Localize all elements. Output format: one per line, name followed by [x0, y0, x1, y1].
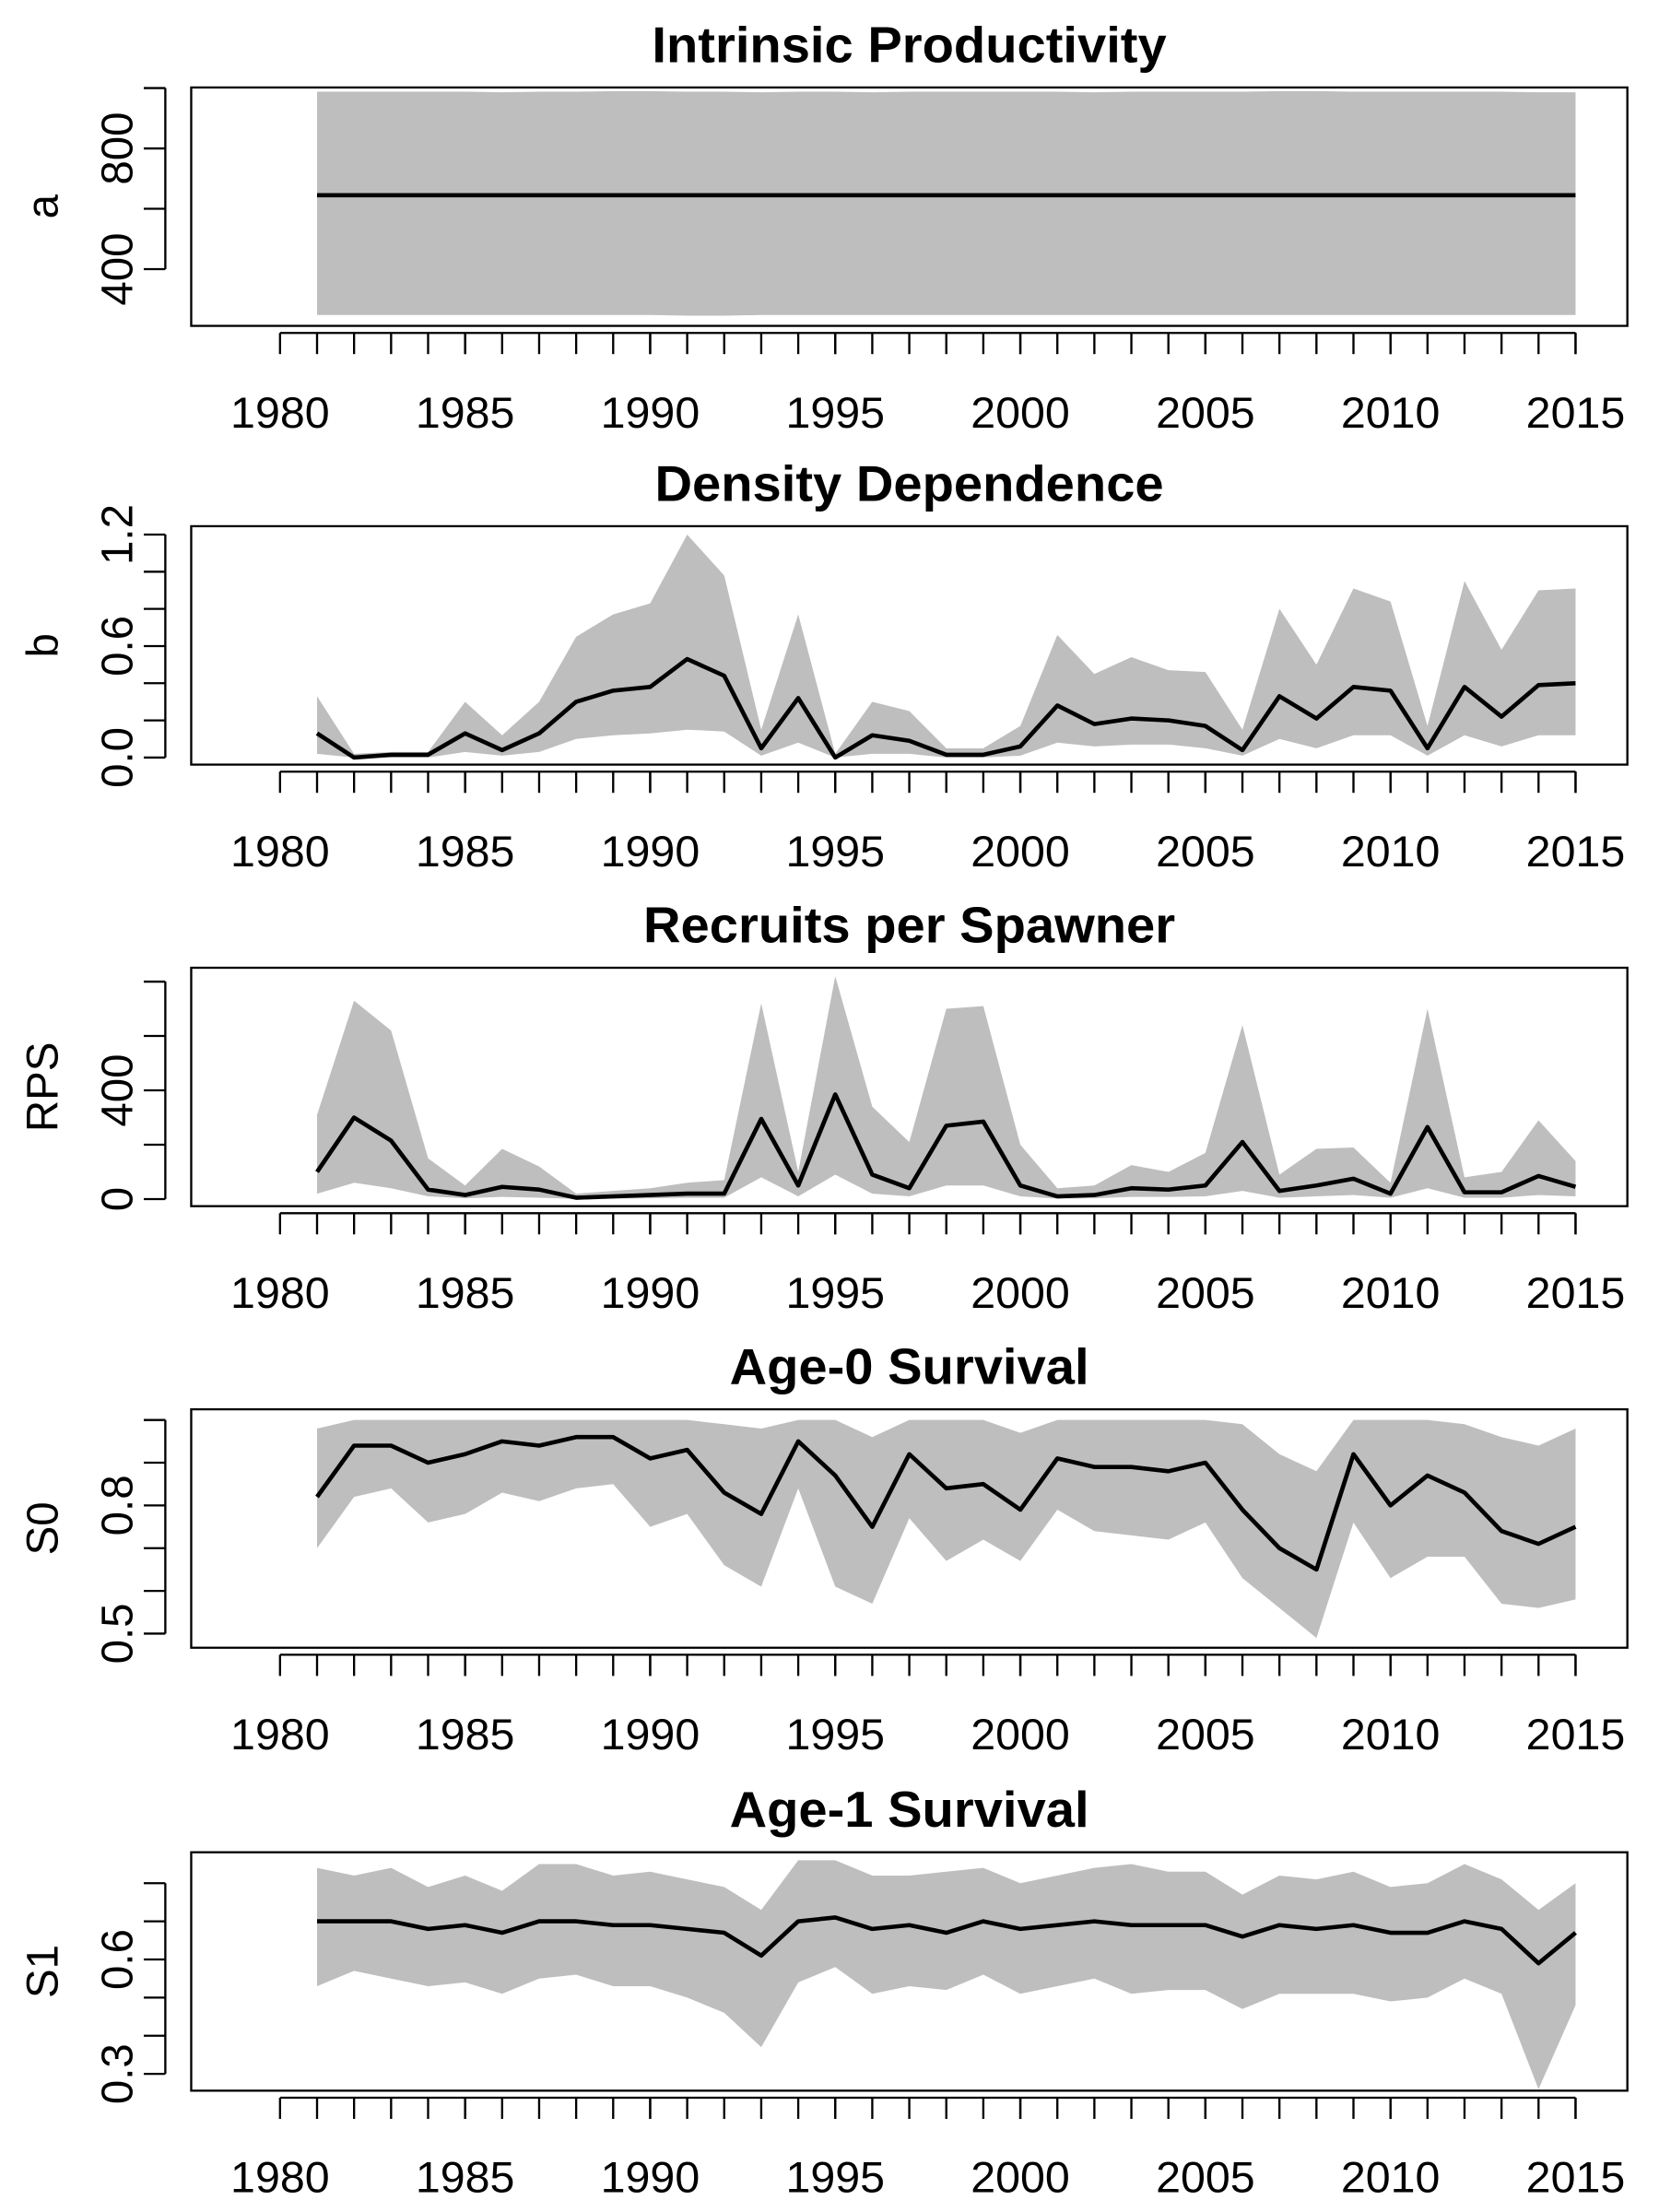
x-tick-label: 2005	[1156, 828, 1255, 876]
credible-band	[316, 90, 1576, 316]
x-tick-label: 1980	[230, 1269, 330, 1317]
x-tick-label: 1985	[416, 828, 515, 876]
median-line	[316, 1915, 1577, 1966]
plot-frame	[190, 1407, 1629, 1649]
x-tick-label: 2000	[971, 389, 1070, 437]
x-tick-label: 1985	[416, 1711, 515, 1759]
y-tick-label: 0.8	[93, 1475, 142, 1535]
x-tick-label: 1980	[230, 828, 330, 876]
credible-band	[316, 976, 1576, 1199]
y-tick-label: 800	[93, 112, 142, 184]
x-tick-label: 1985	[416, 389, 515, 437]
x-tick-label: 2010	[1341, 828, 1441, 876]
plot-frame	[190, 86, 1629, 327]
y-axis-label: RPS	[18, 1042, 67, 1133]
x-tick-label: 1995	[785, 828, 885, 876]
y-tick-label: 0	[93, 1187, 142, 1211]
y-axis-label: b	[18, 633, 67, 657]
x-tick-label: 2000	[971, 1269, 1070, 1317]
plot-frame	[190, 966, 1629, 1207]
y-axis-label: S0	[18, 1501, 67, 1555]
x-tick-label: 2005	[1156, 1269, 1255, 1317]
x-tick-label: 2005	[1156, 389, 1255, 437]
x-tick-label: 2015	[1526, 389, 1626, 437]
x-tick-label: 1980	[230, 2154, 330, 2202]
x-tick-label: 1995	[785, 389, 885, 437]
x-tick-label: 2015	[1526, 1269, 1626, 1317]
credible-band	[316, 1860, 1576, 2089]
panel-title: Recruits per Spawner	[643, 897, 1175, 953]
x-tick-label: 2010	[1341, 2154, 1441, 2202]
credible-band	[316, 1419, 1576, 1639]
x-tick-label: 2005	[1156, 2154, 1255, 2202]
x-tick-label: 2005	[1156, 1711, 1255, 1759]
x-tick-label: 1985	[416, 2154, 515, 2202]
x-tick-label: 2000	[971, 828, 1070, 876]
x-tick-label: 2000	[971, 1711, 1070, 1759]
panel-title: Age-0 Survival	[730, 1338, 1089, 1394]
x-tick-label: 1995	[785, 2154, 885, 2202]
y-tick-label: 0.3	[93, 2043, 142, 2104]
plot-frame	[190, 524, 1629, 766]
x-tick-label: 2010	[1341, 1711, 1441, 1759]
panel-title: Intrinsic Productivity	[652, 17, 1166, 73]
y-tick-label: 0.6	[93, 616, 142, 677]
y-tick-label: 0.0	[93, 727, 142, 788]
median-line	[315, 656, 1576, 760]
y-tick-label: 400	[93, 232, 142, 305]
panel-title: Age-1 Survival	[730, 1782, 1089, 1838]
y-axis-label: S1	[18, 1945, 67, 1998]
y-tick-label: 0.6	[93, 1929, 142, 1990]
x-tick-label: 1990	[601, 1711, 700, 1759]
x-tick-label: 2010	[1341, 389, 1441, 437]
panel-title: Density Dependence	[654, 455, 1163, 512]
x-tick-label: 1995	[785, 1269, 885, 1317]
y-tick-label: 1.2	[93, 504, 142, 565]
x-tick-label: 2015	[1526, 828, 1626, 876]
median-line	[315, 1092, 1577, 1200]
x-tick-label: 1990	[601, 1269, 700, 1317]
x-tick-label: 1980	[230, 1711, 330, 1759]
credible-band	[316, 534, 1576, 758]
y-tick-label: 0.5	[93, 1603, 142, 1664]
x-tick-label: 2000	[971, 2154, 1070, 2202]
median-line	[315, 1434, 1577, 1572]
x-tick-label: 1995	[785, 1711, 885, 1759]
x-tick-label: 2015	[1526, 1711, 1626, 1759]
x-tick-label: 2010	[1341, 1269, 1441, 1317]
x-tick-label: 2015	[1526, 2154, 1626, 2202]
plot-frame	[190, 1851, 1629, 2092]
x-tick-label: 1990	[601, 2154, 700, 2202]
x-tick-label: 1990	[601, 828, 700, 876]
x-tick-label: 1985	[416, 1269, 515, 1317]
y-axis-label: a	[18, 194, 67, 219]
x-tick-label: 1990	[601, 389, 700, 437]
x-tick-label: 1980	[230, 389, 330, 437]
y-tick-label: 400	[93, 1053, 142, 1126]
